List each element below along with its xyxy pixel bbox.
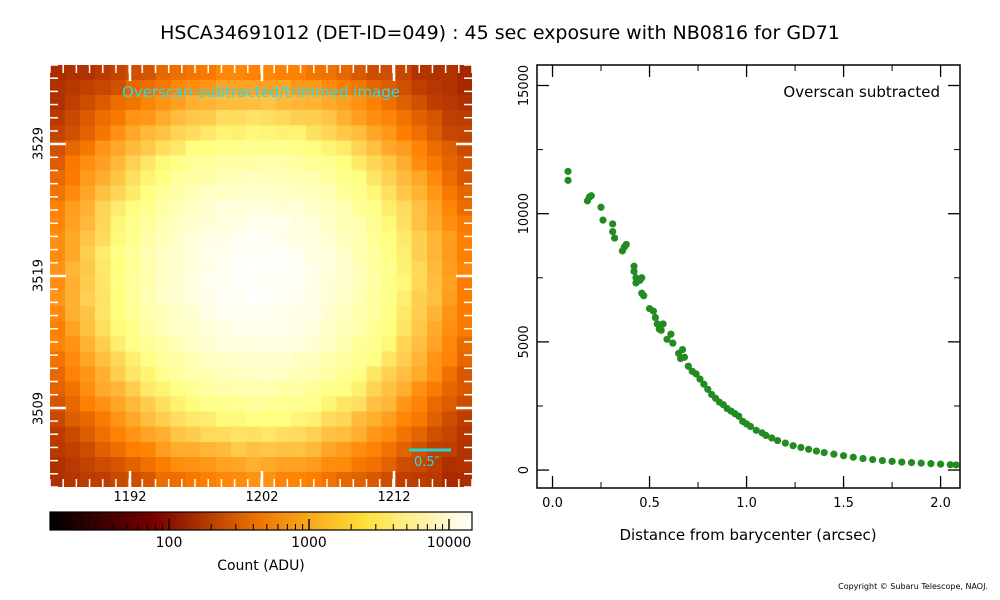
- data-point: [611, 234, 619, 242]
- image-label: Overscan-subtracted/trimmed image: [122, 83, 400, 101]
- data-point: [746, 422, 755, 431]
- copyright-text: Copyright © Subaru Telescope, NAOJ.: [838, 582, 988, 591]
- colorbar-label: Count (ADU): [217, 558, 305, 574]
- image-xtick-label: 1212: [377, 490, 411, 505]
- plot-frame: [536, 64, 961, 489]
- data-point: [849, 453, 857, 461]
- data-point: [781, 439, 789, 447]
- data-point: [684, 362, 692, 370]
- data-point: [599, 216, 607, 224]
- data-point: [768, 434, 776, 442]
- colorbar-ticks: [70, 519, 450, 530]
- data-point: [946, 461, 954, 469]
- x-tick-label: 1.5: [833, 496, 854, 511]
- data-point: [669, 339, 677, 347]
- data-point: [869, 455, 877, 464]
- data-point: [888, 457, 896, 465]
- data-point: [805, 445, 813, 453]
- data-point: [774, 436, 782, 445]
- data-point: [630, 267, 638, 275]
- data-point: [752, 426, 760, 434]
- data-point: [735, 412, 743, 420]
- y-tick-label: 5000: [517, 325, 532, 358]
- data-point: [678, 345, 687, 354]
- scale-bar-label: 0.5″: [414, 455, 440, 470]
- data-point: [936, 460, 945, 468]
- data-point: [696, 375, 704, 383]
- data-point: [587, 192, 595, 200]
- colorbar: 100 1000 10000: [49, 511, 473, 551]
- figure-title: HSCA34691012 (DET-ID=049) : 45 sec expos…: [160, 22, 840, 44]
- star-image: [50, 65, 472, 487]
- y-tick-label: 15000: [517, 65, 532, 106]
- data-point: [859, 454, 867, 463]
- data-point: [820, 449, 828, 457]
- data-point: [700, 380, 708, 388]
- colorbar-tick-label: 100: [156, 535, 183, 551]
- data-point: [609, 228, 617, 236]
- data-point: [839, 452, 848, 460]
- data-point: [878, 456, 886, 465]
- data-point: [692, 370, 700, 378]
- data-point: [907, 459, 916, 467]
- data-point: [680, 353, 689, 361]
- x-tick-label: 0.5: [639, 496, 660, 511]
- plot-annotation: Overscan subtracted: [783, 83, 940, 101]
- data-point: [640, 292, 648, 300]
- data-point: [630, 262, 638, 270]
- colorbar-tick-label: 10000: [427, 535, 472, 551]
- data-point: [564, 176, 572, 184]
- y-tick-label: 10000: [517, 193, 532, 234]
- data-point: [638, 274, 646, 282]
- data-point: [898, 458, 906, 466]
- x-tick-label: 1.0: [736, 496, 757, 511]
- image-xtick-label: 1192: [113, 490, 147, 505]
- x-tick-label: 2.0: [930, 496, 951, 511]
- data-point: [622, 240, 630, 249]
- data-point: [609, 220, 617, 228]
- data-point: [597, 203, 605, 211]
- data-point: [659, 320, 667, 328]
- data-point: [952, 461, 960, 469]
- image-xtick-label: 1202: [245, 490, 279, 505]
- colorbar-tick-label: 1000: [291, 535, 327, 551]
- data-point: [663, 335, 671, 343]
- data-point: [704, 385, 712, 393]
- data-point: [657, 326, 665, 334]
- data-point: [797, 443, 805, 452]
- x-axis-label: Distance from barycenter (arcsec): [619, 526, 876, 544]
- x-tick-label: 0.0: [542, 496, 563, 511]
- data-point: [651, 313, 659, 322]
- plot-ticks: 0.0 0.5 1.0 1.5 2.0 0 5000 10000 15000: [517, 65, 960, 511]
- data-point: [812, 447, 821, 455]
- y-tick-label: 0: [517, 466, 532, 474]
- data-point: [789, 442, 797, 450]
- data-point: [762, 431, 770, 440]
- data-point: [830, 450, 838, 458]
- data-point: [564, 167, 572, 175]
- data-point: [917, 459, 925, 467]
- data-point: [649, 307, 658, 315]
- plot-points: [564, 167, 960, 469]
- data-point: [927, 460, 935, 468]
- data-point: [667, 330, 675, 338]
